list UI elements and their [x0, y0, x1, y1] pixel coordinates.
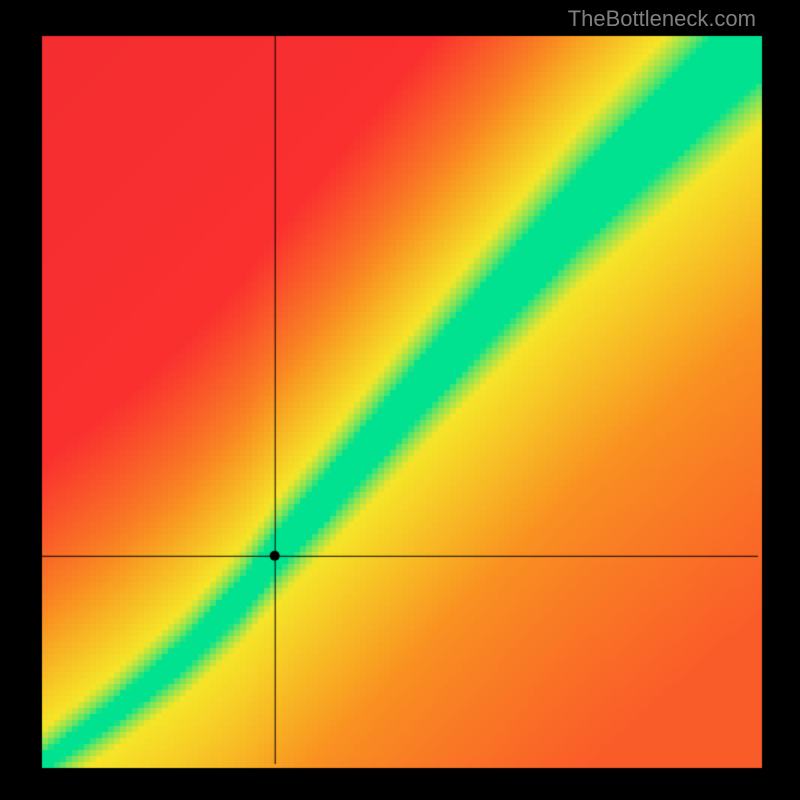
watermark-text: TheBottleneck.com: [568, 6, 756, 32]
bottleneck-heatmap: [0, 0, 800, 800]
chart-container: TheBottleneck.com: [0, 0, 800, 800]
